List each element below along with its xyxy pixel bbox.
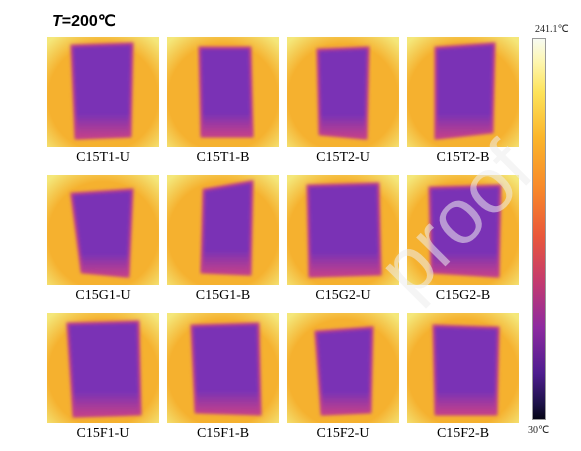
- thermal-image: [287, 37, 399, 147]
- specimen-body: [435, 327, 497, 413]
- figure-title: T=200℃: [52, 11, 116, 31]
- specimen-body: [201, 49, 251, 135]
- thermal-sample-cell: C15T1-B: [167, 37, 279, 165]
- thermal-sample-cell: C15T2-U: [287, 37, 399, 165]
- specimen-body: [431, 187, 499, 275]
- specimen-body: [73, 45, 131, 137]
- thermal-sample-cell: C15T2-B: [407, 37, 519, 165]
- thermal-image: [167, 313, 279, 423]
- thermal-image: [47, 37, 159, 147]
- thermal-image: [167, 175, 279, 285]
- sample-label: C15G2-B: [435, 288, 491, 303]
- sample-label: C15F1-B: [196, 426, 250, 441]
- specimen-body: [317, 329, 371, 413]
- thermal-sample-cell: C15F1-U: [47, 313, 159, 441]
- sample-label: C15F2-U: [316, 426, 370, 441]
- specimen-body: [69, 323, 139, 415]
- sample-label: C15T1-U: [76, 150, 130, 165]
- sample-label: C15T1-B: [196, 150, 250, 165]
- specimen-body: [193, 325, 259, 413]
- temperature-colorbar: [532, 38, 546, 420]
- specimen-body: [73, 191, 131, 275]
- thermal-image: [287, 313, 399, 423]
- thermal-image: [47, 313, 159, 423]
- sample-label: C15T2-B: [436, 150, 490, 165]
- thermal-sample-cell: C15T1-U: [47, 37, 159, 165]
- temperature-value: =200℃: [61, 13, 116, 30]
- thermal-sample-cell: C15F2-B: [407, 313, 519, 441]
- thermal-sample-cell: C15G1-B: [167, 175, 279, 303]
- colorbar-max-label: 241.1℃: [535, 24, 569, 35]
- thermal-sample-cell: C15G2-B: [407, 175, 519, 303]
- sample-label: C15G1-U: [75, 288, 131, 303]
- thermal-image: [407, 175, 519, 285]
- sample-label: C15F2-B: [436, 426, 490, 441]
- temperature-symbol: T: [52, 13, 62, 30]
- thermal-image: [47, 175, 159, 285]
- specimen-body: [319, 49, 367, 137]
- specimen-body: [309, 185, 379, 275]
- thermal-image: [287, 175, 399, 285]
- thermal-image: [407, 37, 519, 147]
- sample-label: C15G2-U: [315, 288, 371, 303]
- sample-label: C15G1-B: [195, 288, 251, 303]
- specimen-body: [203, 183, 251, 273]
- thermal-sample-cell: C15G2-U: [287, 175, 399, 303]
- thermal-sample-cell: C15F2-U: [287, 313, 399, 441]
- specimen-body: [437, 45, 493, 137]
- thermal-sample-cell: C15F1-B: [167, 313, 279, 441]
- sample-label: C15T2-U: [316, 150, 370, 165]
- sample-label: C15F1-U: [76, 426, 130, 441]
- colorbar-min-label: 30℃: [528, 425, 550, 436]
- thermal-image: [167, 37, 279, 147]
- thermal-sample-cell: C15G1-U: [47, 175, 159, 303]
- thermal-image: [407, 313, 519, 423]
